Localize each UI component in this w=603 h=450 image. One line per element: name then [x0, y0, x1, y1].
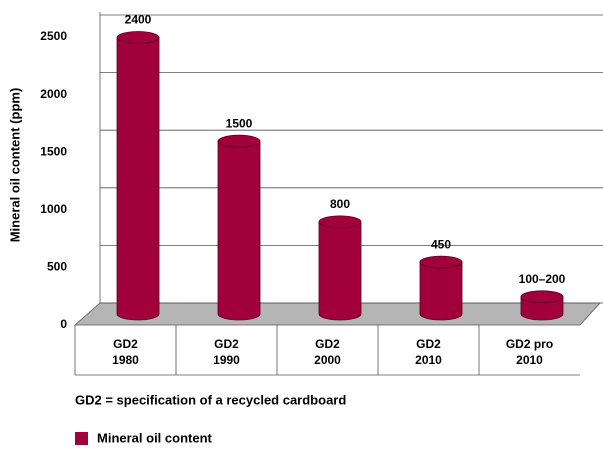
x-tick-label: GD2 2010	[415, 337, 442, 367]
legend-label: Mineral oil content	[97, 430, 213, 445]
cylinder-top	[318, 215, 362, 229]
cylinder-top	[217, 134, 261, 148]
cylinder	[116, 37, 160, 321]
cylinder-top	[419, 255, 463, 269]
value-label: 100–200	[519, 272, 566, 286]
x-tick-line: GD2	[315, 337, 340, 351]
x-tick-line: GD2	[416, 337, 441, 351]
value-label: 800	[330, 197, 350, 211]
value-label: 450	[431, 237, 451, 251]
x-tick-label: GD2 1990	[213, 337, 240, 367]
x-tick-line: GD2	[214, 337, 239, 351]
y-tick-label: 2500	[40, 29, 67, 43]
legend-swatch	[75, 432, 88, 445]
cylinder	[217, 140, 261, 321]
y-tick-label: 2000	[40, 87, 67, 101]
x-tick-line: 2010	[415, 353, 442, 367]
cylinder	[520, 296, 564, 321]
cylinder-top	[116, 31, 160, 44]
y-tick-label: 500	[47, 260, 67, 274]
value-label: 1500	[226, 116, 253, 130]
footnote: GD2 = specification of a recycled cardbo…	[75, 392, 346, 407]
cylinder-top	[520, 290, 564, 304]
cylinder	[419, 261, 463, 321]
x-tick-line: GD2 pro	[506, 337, 553, 351]
x-tick-label: GD2 1980	[112, 337, 139, 367]
cylinder	[318, 221, 362, 321]
y-axis-label: Mineral oil content (ppm)	[7, 88, 22, 243]
x-tick-line: 2000	[314, 353, 341, 367]
value-label: 2400	[125, 13, 152, 27]
x-tick-label: GD2 2000	[314, 337, 341, 367]
y-tick-label: 0	[60, 317, 67, 331]
x-tick-line: 2010	[516, 353, 543, 367]
y-tick-label: 1000	[40, 202, 67, 216]
x-tick-line: GD2	[113, 337, 138, 351]
x-tick-label: GD2 pro 2010	[506, 337, 553, 367]
y-tick-label: 1500	[40, 144, 67, 158]
x-tick-line: 1990	[213, 353, 240, 367]
x-tick-line: 1980	[112, 353, 139, 367]
